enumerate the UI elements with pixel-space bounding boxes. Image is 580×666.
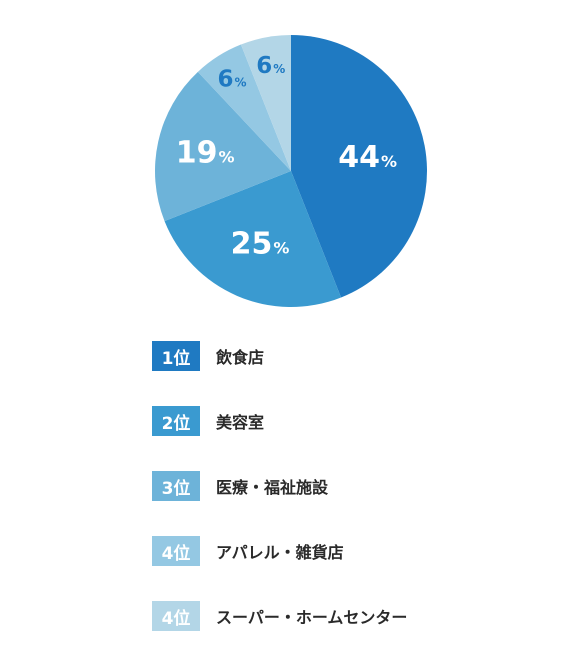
pie-slice-1 xyxy=(291,35,428,298)
pie-slice-label-5: 6% xyxy=(256,53,285,79)
pie-chart: 44% 25% 19% 6% 6% xyxy=(155,35,428,307)
rank-badge-5: 4位 xyxy=(152,601,200,631)
ranking-row-5: 4位 スーパー・ホームセンター xyxy=(152,601,572,631)
pie-slice-2 xyxy=(164,171,342,307)
pie-slice-label-3: 19% xyxy=(176,136,235,171)
pie-slice-5 xyxy=(240,35,291,171)
rank-badge-2: 2位 xyxy=(152,406,200,436)
ranking-row-2: 2位 美容室 xyxy=(152,406,572,436)
pie-slice-3 xyxy=(155,71,291,222)
pie-slice-label-4: 6% xyxy=(218,66,247,92)
rank-badge-4: 4位 xyxy=(152,536,200,566)
pie-slice-label-2: 25% xyxy=(231,226,290,261)
rank-label-4: アパレル・雑貨店 xyxy=(216,543,344,562)
ranking-row-3: 3位 医療・福祉施設 xyxy=(152,471,572,501)
rank-badge-3: 3位 xyxy=(152,471,200,501)
rank-badge-1: 1位 xyxy=(152,341,200,371)
ranking-list: 1位 飲食店 2位 美容室 3位 医療・福祉施設 4位 アパレル・雑貨店 4位 … xyxy=(152,341,572,666)
ranking-row-1: 1位 飲食店 xyxy=(152,341,572,371)
pie-slice-label-1: 44% xyxy=(338,140,397,175)
rank-label-5: スーパー・ホームセンター xyxy=(216,608,408,627)
pie-slice-4 xyxy=(197,44,291,171)
rank-label-1: 飲食店 xyxy=(216,348,265,367)
rank-label-2: 美容室 xyxy=(216,413,265,432)
rank-label-3: 医療・福祉施設 xyxy=(216,478,329,497)
ranking-row-4: 4位 アパレル・雑貨店 xyxy=(152,536,572,566)
